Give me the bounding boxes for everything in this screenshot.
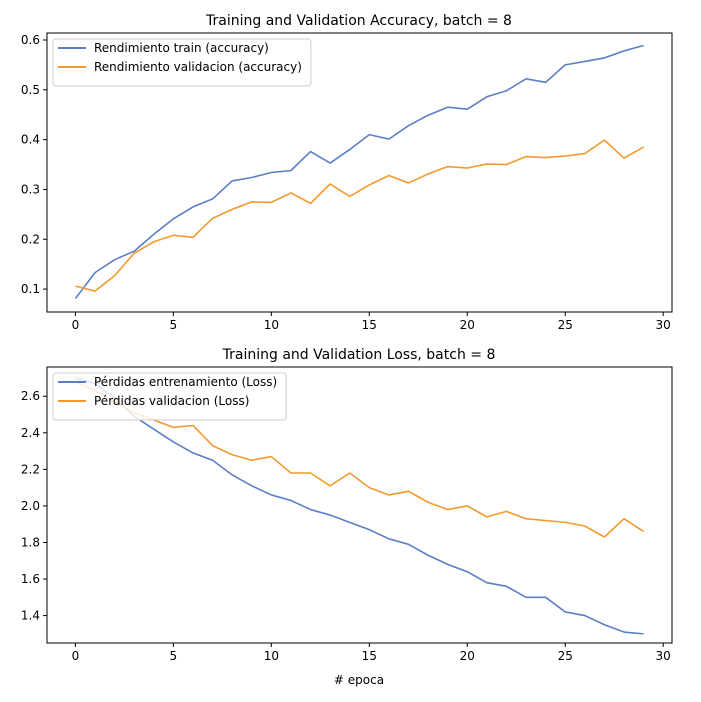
y-tick-label: 1.6 [21,572,40,586]
legend-label-validation: Pérdidas validacion (Loss) [94,394,249,408]
tick-layer: 0 5 10 15 20 25 30 1.4 1.6 1.8 2.0 2.2 2.4 2.6 [21,389,671,663]
legend-label-train: Pérdidas entrenamiento (Loss) [94,375,277,389]
x-tick-label: 15 [362,318,377,332]
legend-label-validation: Rendimiento validacion (accuracy) [94,60,302,74]
chart-title: Training and Validation Accuracy, batch … [205,13,512,29]
loss-chart: Training and Validation Loss, batch = 8 … [21,347,673,687]
x-tick-label: 25 [558,649,573,663]
x-axis-label: # epoca [334,673,384,687]
chart-title: Training and Validation Loss, batch = 8 [222,347,496,363]
x-tick-label: 5 [170,318,178,332]
x-tick-label: 25 [558,318,573,332]
series-line-1 [75,139,644,292]
y-tick-label: 0.6 [21,33,40,47]
x-tick-label: 10 [264,649,279,663]
tick-layer: 0 5 10 15 20 25 30 0.1 0.2 0.3 0.4 0.5 0.6 [21,33,671,332]
x-tick-label: 30 [656,318,671,332]
y-tick-label: 2.2 [21,462,40,476]
y-tick-label: 0.3 [21,182,40,196]
accuracy-chart: Training and Validation Accuracy, batch … [21,13,673,332]
y-tick-label: 2.6 [21,389,40,403]
x-tick-label: 20 [460,318,475,332]
x-tick-label: 5 [170,649,178,663]
y-tick-label: 1.8 [21,535,40,549]
y-tick-label: 1.4 [21,609,40,623]
x-tick-label: 0 [72,649,80,663]
x-tick-label: 0 [72,318,80,332]
plot-frame [46,32,673,313]
x-tick-label: 15 [362,649,377,663]
y-tick-label: 0.2 [21,232,40,246]
y-tick-label: 0.1 [21,282,40,296]
y-tick-label: 2.4 [21,426,40,440]
series-line-1 [75,380,645,538]
legend-label-train: Rendimiento train (accuracy) [94,41,269,55]
series-layer [75,377,645,635]
legend-box [52,372,287,421]
x-tick-label: 30 [656,649,671,663]
y-tick-label: 2.0 [21,499,40,513]
y-tick-label: 0.4 [21,133,40,147]
plot-frame [46,366,673,644]
y-tick-label: 0.5 [21,83,40,97]
series-line-0 [75,377,644,635]
x-tick-label: 20 [460,649,475,663]
legend-box [52,38,312,87]
legend: Rendimiento train (accuracy) Rendimiento… [52,38,312,87]
series-line-0 [74,44,644,300]
legend: Pérdidas entrenamiento (Loss) Pérdidas v… [52,372,287,421]
x-tick-label: 10 [264,318,279,332]
series-layer [74,44,644,300]
